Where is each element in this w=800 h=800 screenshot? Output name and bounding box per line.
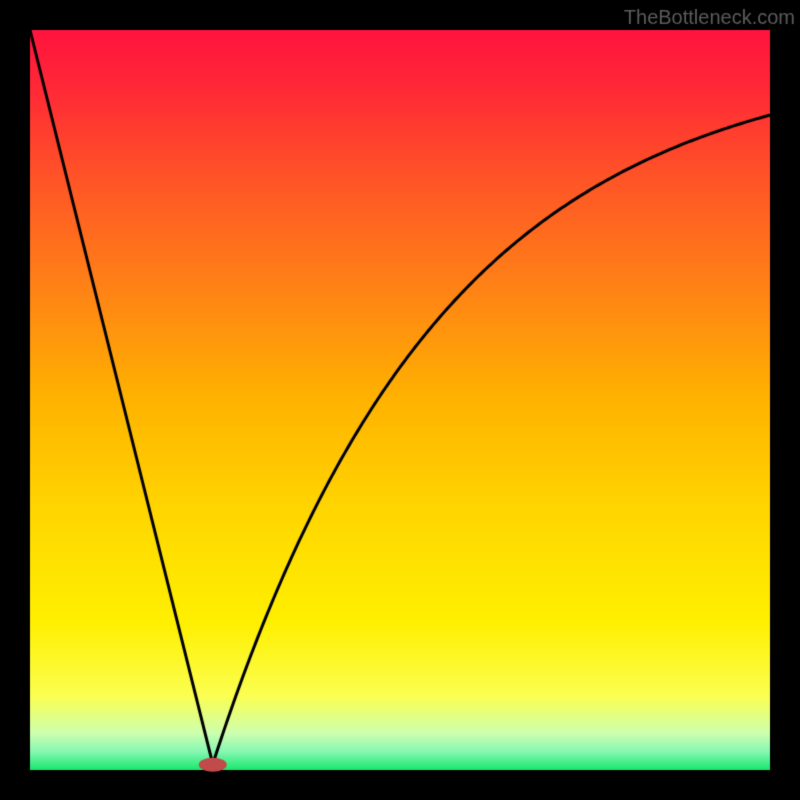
bottleneck-chart-canvas <box>0 0 800 800</box>
